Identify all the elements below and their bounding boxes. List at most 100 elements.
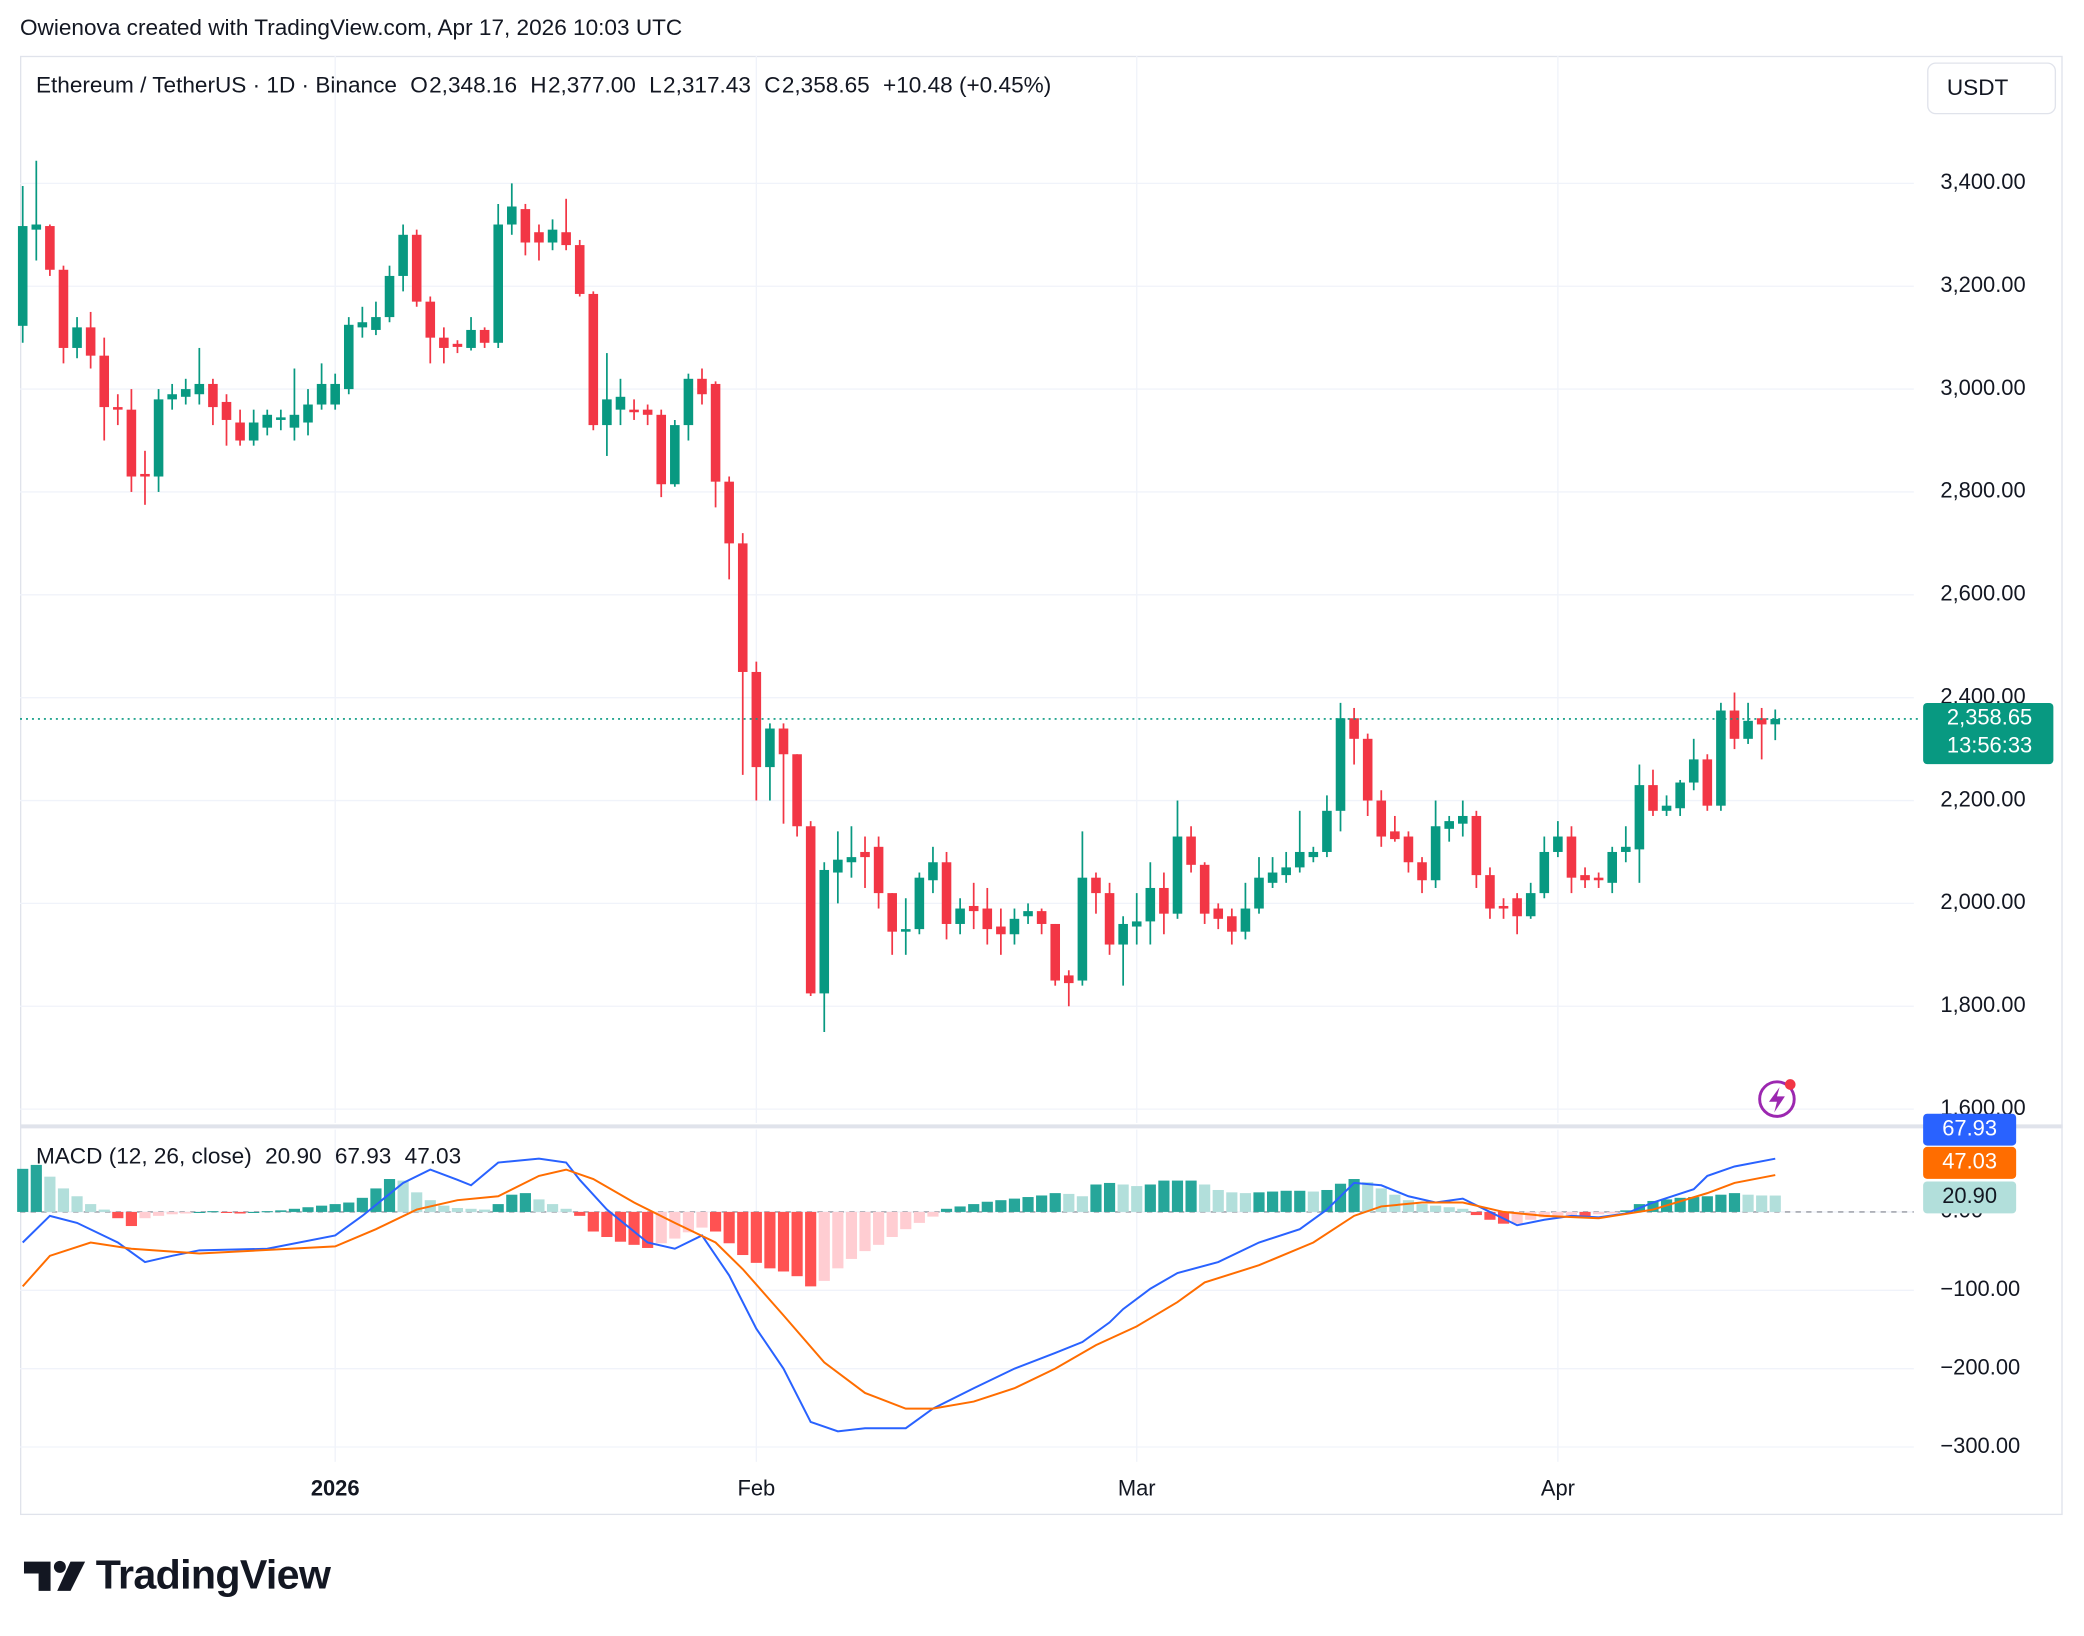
histogram-bar bbox=[1348, 1179, 1360, 1212]
histogram-bar bbox=[1090, 1184, 1102, 1212]
plot bbox=[17, 160, 1914, 1433]
x-tick-label: 2026 bbox=[311, 1476, 360, 1501]
candle-body bbox=[85, 327, 96, 356]
candle-body bbox=[1159, 887, 1169, 914]
candle-body bbox=[330, 383, 340, 405]
candle-body bbox=[221, 401, 232, 420]
histogram-bar bbox=[737, 1211, 749, 1256]
candle-body bbox=[1104, 893, 1115, 945]
histogram-bar bbox=[913, 1211, 925, 1223]
candle-body bbox=[1675, 782, 1685, 809]
histogram-bar bbox=[1199, 1184, 1211, 1212]
candle-body bbox=[248, 422, 259, 441]
histogram-bar bbox=[1457, 1208, 1469, 1212]
histogram-bar bbox=[1294, 1190, 1306, 1212]
candle-body bbox=[1064, 975, 1074, 984]
candle-body bbox=[1593, 877, 1604, 881]
candle-body bbox=[1729, 710, 1740, 739]
logo-mark bbox=[57, 1561, 86, 1591]
histogram-bar bbox=[1674, 1197, 1686, 1212]
histogram-bar bbox=[1103, 1182, 1116, 1212]
histogram-bar bbox=[859, 1211, 871, 1252]
histogram-bar bbox=[1620, 1210, 1632, 1212]
countdown: 13:56:33 bbox=[1947, 733, 2032, 758]
candle-body bbox=[520, 209, 531, 243]
candle-body bbox=[1634, 785, 1645, 850]
histogram-bar bbox=[1565, 1211, 1578, 1216]
histogram-bar bbox=[383, 1179, 396, 1212]
candle-body bbox=[208, 383, 218, 408]
ohlc-value: 2,358.65 bbox=[782, 72, 870, 97]
y-tick-label: −100.00 bbox=[1940, 1276, 2020, 1301]
icon-ring bbox=[1758, 1080, 1796, 1118]
histogram-bar bbox=[682, 1211, 694, 1233]
candle-body bbox=[1390, 831, 1400, 840]
histogram-bar bbox=[112, 1211, 124, 1219]
histogram-bar bbox=[1253, 1192, 1265, 1212]
y-tick-label: 2,200.00 bbox=[1940, 786, 2025, 811]
histogram-badge bbox=[1923, 1181, 2017, 1214]
candle-body bbox=[656, 414, 667, 485]
candle-body bbox=[1281, 867, 1291, 876]
histogram-bar bbox=[1701, 1196, 1713, 1212]
candle-body bbox=[1308, 851, 1319, 858]
candle-body bbox=[1743, 720, 1753, 739]
histogram-bar bbox=[1647, 1200, 1659, 1212]
candle-body bbox=[493, 224, 503, 343]
histogram-bar bbox=[479, 1209, 491, 1212]
candle-body bbox=[1702, 759, 1713, 806]
ohlc-value: 2,348.16 bbox=[429, 72, 517, 97]
candle-body bbox=[1566, 836, 1577, 878]
histogram-bar bbox=[261, 1211, 273, 1213]
histogram-bar bbox=[995, 1200, 1007, 1212]
histogram-bar bbox=[723, 1211, 735, 1244]
histogram-bar bbox=[1063, 1193, 1075, 1212]
candle-body bbox=[1457, 815, 1468, 824]
histogram-bar bbox=[1158, 1180, 1170, 1212]
candle-body bbox=[955, 908, 965, 924]
y-tick-label: 2,000.00 bbox=[1940, 889, 2025, 914]
macd-line bbox=[22, 1157, 1776, 1433]
candle-body bbox=[670, 425, 680, 485]
histogram-bar bbox=[288, 1208, 301, 1212]
candle-body bbox=[126, 409, 137, 477]
candle-body bbox=[1430, 826, 1441, 881]
candle-body bbox=[31, 224, 42, 230]
candle-body bbox=[1539, 851, 1550, 894]
candle-body bbox=[1077, 877, 1088, 981]
candle-body bbox=[466, 329, 476, 348]
candle-body bbox=[629, 409, 639, 413]
candle-body bbox=[439, 337, 449, 348]
alert-icon[interactable] bbox=[1758, 1079, 1796, 1118]
candle-body bbox=[140, 473, 150, 477]
candle-body bbox=[1294, 851, 1305, 868]
candle-body bbox=[452, 343, 463, 347]
x-tick-label: Feb bbox=[737, 1476, 775, 1501]
currency-box[interactable] bbox=[1927, 62, 2057, 115]
histogram-bar bbox=[1430, 1205, 1442, 1212]
signal-badge bbox=[1923, 1146, 2017, 1179]
histogram-bar bbox=[709, 1211, 722, 1232]
histogram-bar bbox=[234, 1211, 246, 1214]
candle-body bbox=[860, 851, 870, 858]
histogram-bar bbox=[587, 1211, 599, 1232]
histogram-bar bbox=[1375, 1188, 1387, 1212]
candle-body bbox=[710, 383, 721, 482]
histogram-bar bbox=[845, 1211, 858, 1259]
histogram-bar bbox=[1742, 1194, 1754, 1212]
currency[interactable]: USDT bbox=[1947, 75, 2009, 100]
indicator-title: MACD (12, 26, close) bbox=[36, 1144, 252, 1169]
histogram-bar bbox=[669, 1211, 681, 1239]
symbol: Ethereum / TetherUS · 1D · Binance bbox=[36, 72, 397, 97]
histogram-bar bbox=[248, 1211, 260, 1213]
candle-body bbox=[941, 862, 952, 924]
macd-badge-label: 67.93 bbox=[1942, 1115, 1997, 1140]
candle-body bbox=[833, 859, 843, 873]
candle-body bbox=[1498, 905, 1509, 909]
histogram-bar bbox=[1239, 1193, 1251, 1212]
histogram-bar bbox=[356, 1197, 368, 1212]
histogram-bar bbox=[220, 1211, 233, 1213]
candle-body bbox=[1661, 805, 1672, 811]
histogram-bar bbox=[1756, 1195, 1768, 1212]
